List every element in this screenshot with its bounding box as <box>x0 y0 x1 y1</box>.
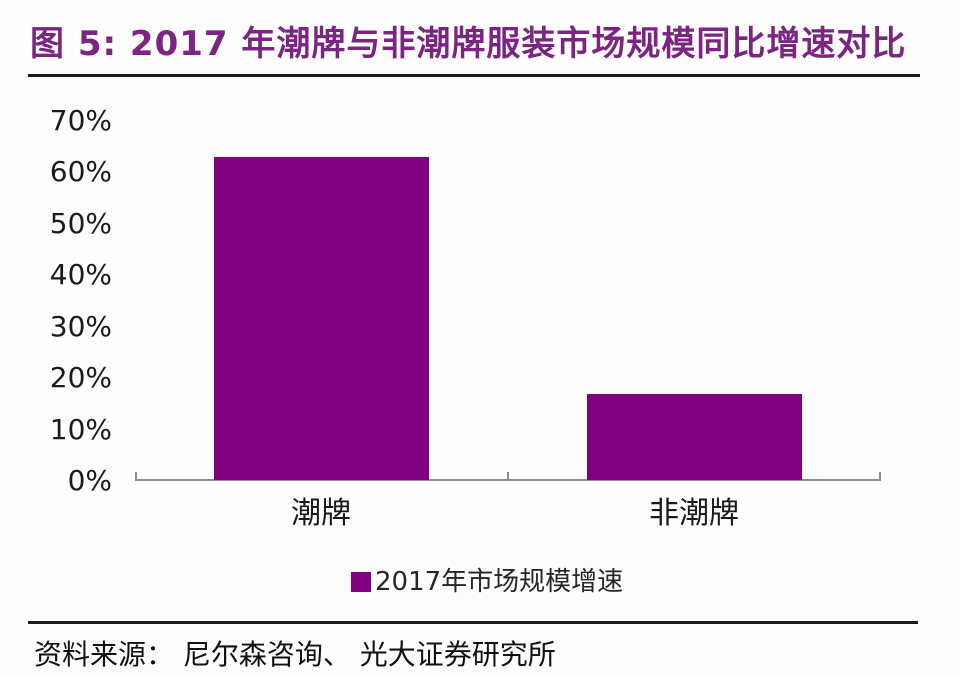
axis-tick <box>135 472 137 481</box>
y-axis-label: 50% <box>49 206 112 240</box>
figure-title: 图 5: 2017 年潮牌与非潮牌服装市场规模同比增速对比 <box>30 24 907 64</box>
y-axis-label: 30% <box>49 309 112 343</box>
axis-tick <box>507 472 509 481</box>
x-axis-label: 潮牌 <box>291 496 351 531</box>
legend-label: 2017年市场规模增速 <box>375 567 624 597</box>
y-axis-label: 40% <box>49 258 112 292</box>
chart-legend: 2017年市场规模增速 <box>351 566 623 598</box>
y-axis-label: 20% <box>49 361 112 395</box>
y-axis-label: 10% <box>49 412 112 446</box>
legend-swatch <box>351 572 371 592</box>
source-divider <box>28 621 918 624</box>
axis-tick <box>879 472 881 481</box>
source-note: 资料来源： 尼尔森咨询、 光大证券研究所 <box>34 638 556 671</box>
y-axis-label: 0% <box>67 464 112 497</box>
y-axis-label: 70% <box>49 104 112 137</box>
title-divider <box>28 74 920 77</box>
y-axis-label: 60% <box>49 155 112 189</box>
bar-潮牌 <box>213 157 429 480</box>
x-axis-label: 非潮牌 <box>649 496 739 531</box>
bar-非潮牌 <box>586 393 802 480</box>
